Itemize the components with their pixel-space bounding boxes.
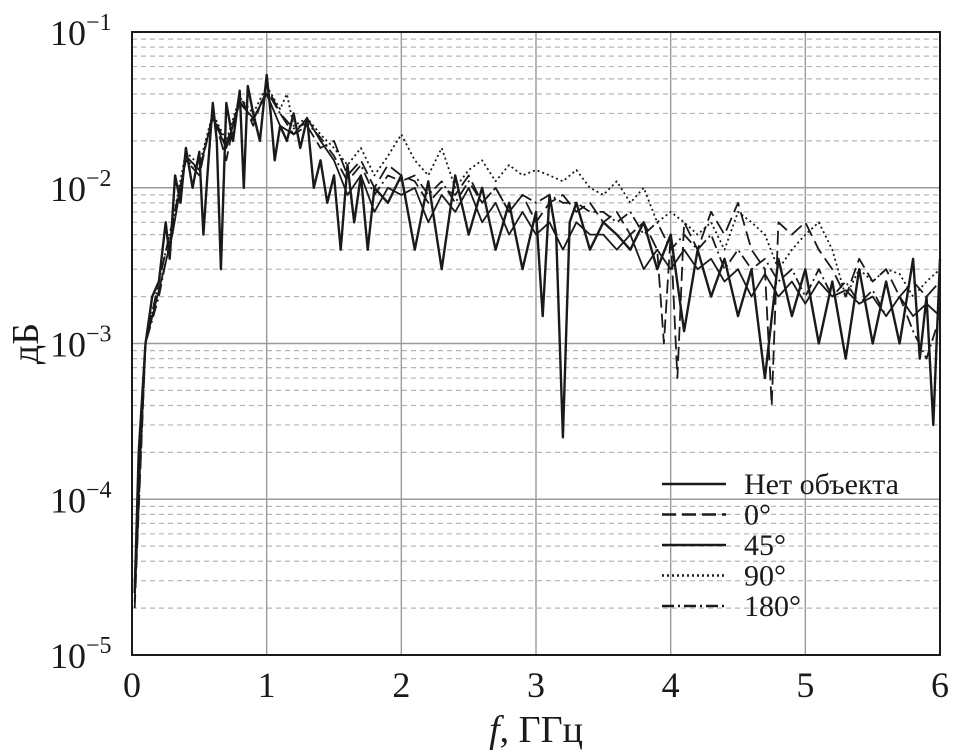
- y-tick-base: 10: [50, 169, 86, 209]
- tick-labels: 0 1 2 3 4 5 610−110−210−310−410−5: [50, 10, 949, 705]
- series-line-4: [133, 89, 941, 602]
- series-line-0: [133, 73, 942, 594]
- y-tick-exponent: −2: [86, 166, 112, 192]
- legend-label-0: Нет объекта: [744, 468, 899, 501]
- legend-label-2: 45°: [744, 529, 786, 562]
- y-tick-exponent: −5: [86, 633, 112, 659]
- y-tick-label-3: 10−4: [50, 477, 112, 520]
- y-tick-exponent: −1: [86, 10, 112, 36]
- y-tick-exponent: −3: [86, 322, 112, 348]
- plot-frame: [131, 31, 941, 656]
- x-tick-label-4: 4: [662, 665, 680, 705]
- series-line-2: [133, 93, 941, 581]
- series-line-1: [133, 85, 941, 609]
- x-axis-label: f, ГГц: [489, 709, 583, 751]
- y-axis-label: дБ: [5, 323, 47, 364]
- y-tick-exponent: −4: [86, 477, 112, 503]
- x-tick-label-6: 6: [931, 665, 949, 705]
- y-tick-base: 10: [50, 13, 86, 53]
- x-tick-label-1: 1: [258, 665, 276, 705]
- y-tick-label-4: 10−5: [50, 633, 112, 676]
- x-tick-label-5: 5: [796, 665, 814, 705]
- y-tick-base: 10: [50, 636, 86, 676]
- y-tick-label-0: 10−1: [50, 10, 112, 53]
- y-tick-base: 10: [50, 480, 86, 520]
- series-lines: [133, 73, 942, 609]
- legend-label-4: 180°: [744, 590, 801, 623]
- x-axis-label-unit: , ГГц: [500, 709, 583, 751]
- x-tick-label-2: 2: [392, 665, 410, 705]
- y-tick-label-2: 10−3: [50, 322, 112, 365]
- series-line-3: [133, 85, 941, 594]
- x-tick-label-0: 0: [123, 665, 141, 705]
- y-tick-base: 10: [50, 325, 86, 365]
- y-tick-label-1: 10−2: [50, 166, 112, 209]
- legend-label-3: 90°: [744, 560, 786, 593]
- x-tick-label-3: 3: [527, 665, 545, 705]
- legend-label-1: 0°: [744, 499, 771, 532]
